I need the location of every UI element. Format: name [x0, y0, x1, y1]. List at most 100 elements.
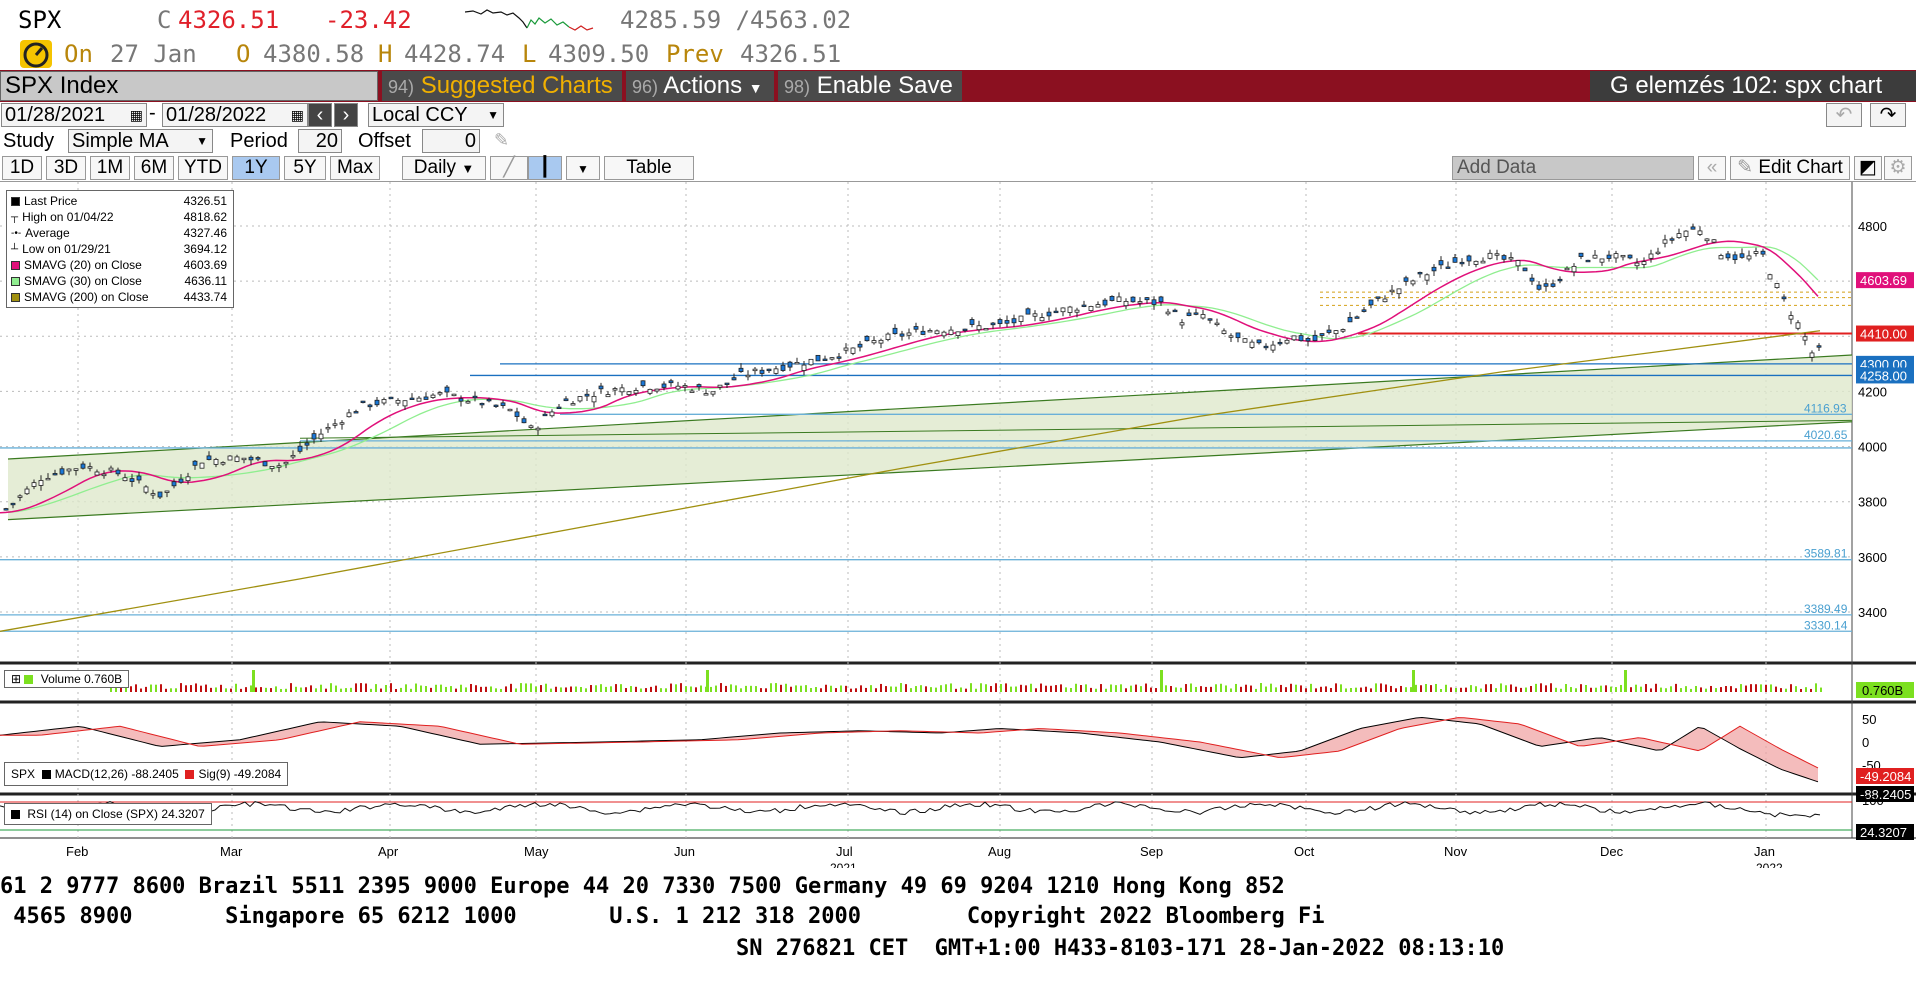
- candle-body: [675, 385, 681, 390]
- frequency-select[interactable]: Daily ▼: [402, 156, 486, 180]
- candle-body: [759, 369, 765, 374]
- volume-bar: [325, 688, 327, 692]
- price-tag-label: 4410.00: [1860, 327, 1907, 342]
- volume-bar: [1120, 684, 1122, 692]
- volume-bar: [1615, 687, 1617, 692]
- prev-range-button[interactable]: ‹: [308, 103, 332, 127]
- period-button-1m[interactable]: 1M: [90, 156, 130, 180]
- volume-bar: [1090, 687, 1092, 692]
- chart-title[interactable]: G elemzés 102: spx chart: [1590, 71, 1916, 101]
- candle-body: [409, 397, 415, 400]
- add-data-input[interactable]: Add Data: [1452, 156, 1694, 180]
- volume-bar: [595, 685, 597, 692]
- redo-button[interactable]: ↷: [1870, 103, 1906, 127]
- period-button-5y[interactable]: 5Y: [284, 156, 326, 180]
- gear-button[interactable]: ⚙: [1884, 156, 1912, 180]
- undo-button[interactable]: ↶: [1826, 103, 1862, 127]
- start-date-value: 01/28/2021: [5, 104, 106, 126]
- price-chart[interactable]: 480046004400420040003800360034004603.694…: [0, 182, 1916, 868]
- period-button-max[interactable]: Max: [330, 156, 380, 180]
- legend-swatch: [11, 293, 20, 303]
- candle-body: [696, 384, 702, 388]
- candle-body: [1767, 274, 1773, 280]
- chart-type-dropdown[interactable]: ▼: [566, 156, 600, 180]
- gauge-icon[interactable]: [20, 40, 52, 68]
- period-button-ytd[interactable]: YTD: [178, 156, 228, 180]
- suggested-charts-button[interactable]: 94) Suggested Charts: [382, 71, 622, 101]
- volume-bar: [245, 687, 247, 692]
- volume-bar: [1285, 687, 1287, 692]
- volume-bar: [1755, 684, 1757, 692]
- enable-save-label: Enable Save: [816, 72, 953, 99]
- period-input[interactable]: 20: [298, 129, 342, 153]
- candle-body: [1557, 278, 1563, 282]
- candle-body: [1298, 335, 1304, 342]
- candle-body: [52, 473, 58, 476]
- candle-body: [150, 493, 156, 496]
- chevron-down-icon: ▼: [461, 161, 475, 176]
- volume-bar: [1365, 686, 1367, 692]
- chart-settings-button[interactable]: ◩: [1854, 156, 1882, 180]
- collapse-button[interactable]: «: [1698, 156, 1726, 180]
- macd-legend: SPX MACD(12,26) -88.2405 Sig(9) -49.2084: [4, 762, 289, 786]
- offset-input[interactable]: 0: [422, 129, 480, 153]
- candle-body: [1606, 254, 1612, 259]
- actions-button[interactable]: 96) Actions ▼: [626, 71, 774, 101]
- line-chart-button[interactable]: ╱: [490, 156, 528, 180]
- candle-body: [738, 367, 744, 372]
- signal-value: -49.2084: [233, 767, 282, 781]
- volume-bar: [1735, 688, 1737, 692]
- pencil-icon[interactable]: ✎: [494, 130, 510, 150]
- volume-bar: [1420, 685, 1422, 692]
- currency-select[interactable]: Local CCY ▼: [368, 103, 504, 127]
- start-date-input[interactable]: 01/28/2021 ▦: [1, 103, 147, 127]
- candle-body: [1004, 320, 1010, 324]
- volume-bar: [145, 686, 147, 692]
- study-select[interactable]: Simple MA ▼: [68, 129, 213, 153]
- table-button[interactable]: Table: [604, 156, 694, 180]
- end-date-input[interactable]: 01/28/2022 ▦: [162, 103, 308, 127]
- volume-bar: [1475, 686, 1477, 692]
- volume-bar: [1380, 683, 1382, 692]
- footer-line-2: 4565 8900 Singapore 65 6212 1000 U.S. 1 …: [0, 904, 1325, 929]
- period-button-3d[interactable]: 3D: [46, 156, 86, 180]
- double-chevron-left-icon: «: [1706, 157, 1718, 178]
- volume-axis-label: 0.760B: [1862, 683, 1903, 698]
- expand-icon[interactable]: ⊞: [11, 672, 22, 686]
- volume-bar: [420, 685, 422, 692]
- volume-bar: [1540, 683, 1542, 692]
- volume-bar: [870, 685, 872, 692]
- volume-bar: [200, 685, 202, 692]
- candle-body: [3, 508, 9, 511]
- volume-bar: [1000, 684, 1002, 692]
- volume-bar: [690, 686, 692, 692]
- edit-chart-button[interactable]: ✎ Edit Chart: [1730, 156, 1850, 180]
- candle-body: [290, 455, 296, 458]
- volume-bar: [680, 683, 682, 692]
- calendar-icon[interactable]: ▦: [129, 107, 143, 123]
- volume-bar: [410, 688, 412, 692]
- period-button-1y[interactable]: 1Y: [232, 156, 280, 180]
- period-button-6m[interactable]: 6M: [134, 156, 174, 180]
- volume-bar: [910, 688, 912, 692]
- volume-bar: [1580, 684, 1582, 692]
- volume-bar: [715, 685, 717, 692]
- bar-chart-button[interactable]: ┃: [528, 156, 562, 180]
- candle-body: [1368, 299, 1374, 306]
- volume-bar: [1110, 684, 1112, 692]
- volume-bar: [900, 683, 902, 692]
- redo-icon: ↷: [1879, 104, 1897, 126]
- candle-body: [136, 475, 142, 481]
- enable-save-button[interactable]: 98) Enable Save: [778, 71, 962, 101]
- candle-body: [920, 330, 926, 335]
- price-axis-tick: 4000: [1858, 440, 1887, 455]
- pencil-icon: ✎: [1737, 157, 1754, 178]
- volume-bar: [985, 684, 987, 692]
- next-range-button[interactable]: ›: [334, 103, 358, 127]
- period-button-1d[interactable]: 1D: [2, 156, 42, 180]
- candle-body: [1417, 271, 1423, 275]
- volume-bar: [990, 686, 992, 692]
- candle-body: [913, 326, 919, 330]
- calendar-icon[interactable]: ▦: [290, 107, 304, 123]
- security-field[interactable]: SPX Index: [0, 71, 378, 101]
